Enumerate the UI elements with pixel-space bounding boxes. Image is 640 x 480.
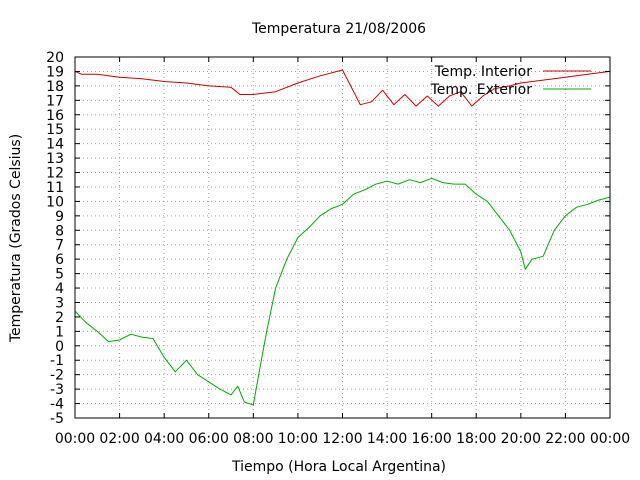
series-layer [74,69,611,406]
y-tick-label: 4 [55,281,64,297]
y-tick-label: 8 [55,223,64,239]
y-tick-label: 5 [55,267,64,283]
y-tick-label: 14 [46,137,64,153]
x-tick-label: 14:00 [367,431,407,447]
x-tick-label: 02:00 [99,431,139,447]
x-tick-label: 00:00 [55,431,95,447]
x-tick-label: 00:00 [590,431,630,447]
y-tick-label: 9 [55,209,64,225]
y-tick-label: 0 [55,339,64,355]
y-tick-label: -2 [50,368,64,384]
y-tick-label: 6 [55,252,64,268]
y-tick-label: 19 [46,64,64,80]
y-tick-label: 2 [55,310,64,326]
y-tick-label: 7 [55,238,64,254]
y-tick-label: -4 [50,397,64,413]
x-tick-label: 04:00 [144,431,184,447]
x-tick-label: 16:00 [411,431,451,447]
y-tick-label: 1 [55,324,64,340]
y-tick-label: 13 [46,151,64,167]
x-tick-label: 20:00 [501,431,541,447]
x-tick-label: 18:00 [456,431,496,447]
y-tick-label: 11 [46,180,64,196]
y-tick-label: 15 [46,122,64,138]
tick-layer: -5-4-3-2-1012345678910111213141516171819… [46,50,630,447]
y-tick-label: 20 [46,50,64,66]
y-tick-label: 3 [55,295,64,311]
legend: Temp. Interior Temp. Exterior [430,64,591,98]
y-tick-label: 16 [46,108,64,124]
legend-label-exterior: Temp. Exterior [430,82,533,98]
y-tick-label: -3 [50,382,64,398]
y-tick-label: -1 [50,353,64,369]
x-tick-label: 10:00 [278,431,318,447]
grid-layer [75,57,610,418]
y-tick-label: 17 [46,93,64,109]
legend-label-interior: Temp. Interior [434,64,533,80]
x-tick-label: 22:00 [545,431,585,447]
y-tick-label: 10 [46,194,64,210]
x-axis-label: Tiempo (Hora Local Argentina) [231,459,446,475]
y-tick-label: 12 [46,166,64,182]
x-tick-label: 12:00 [322,431,362,447]
y-tick-label: 18 [46,79,64,95]
y-axis-label: Temperatura (Grados Celsius) [8,134,24,343]
x-tick-label: 06:00 [189,431,229,447]
series-line-exterior [74,177,611,406]
chart-title: Temperatura 21/08/2006 [251,21,426,37]
x-tick-label: 08:00 [233,431,273,447]
y-tick-label: -5 [50,411,64,427]
series-line-interior [74,69,611,107]
